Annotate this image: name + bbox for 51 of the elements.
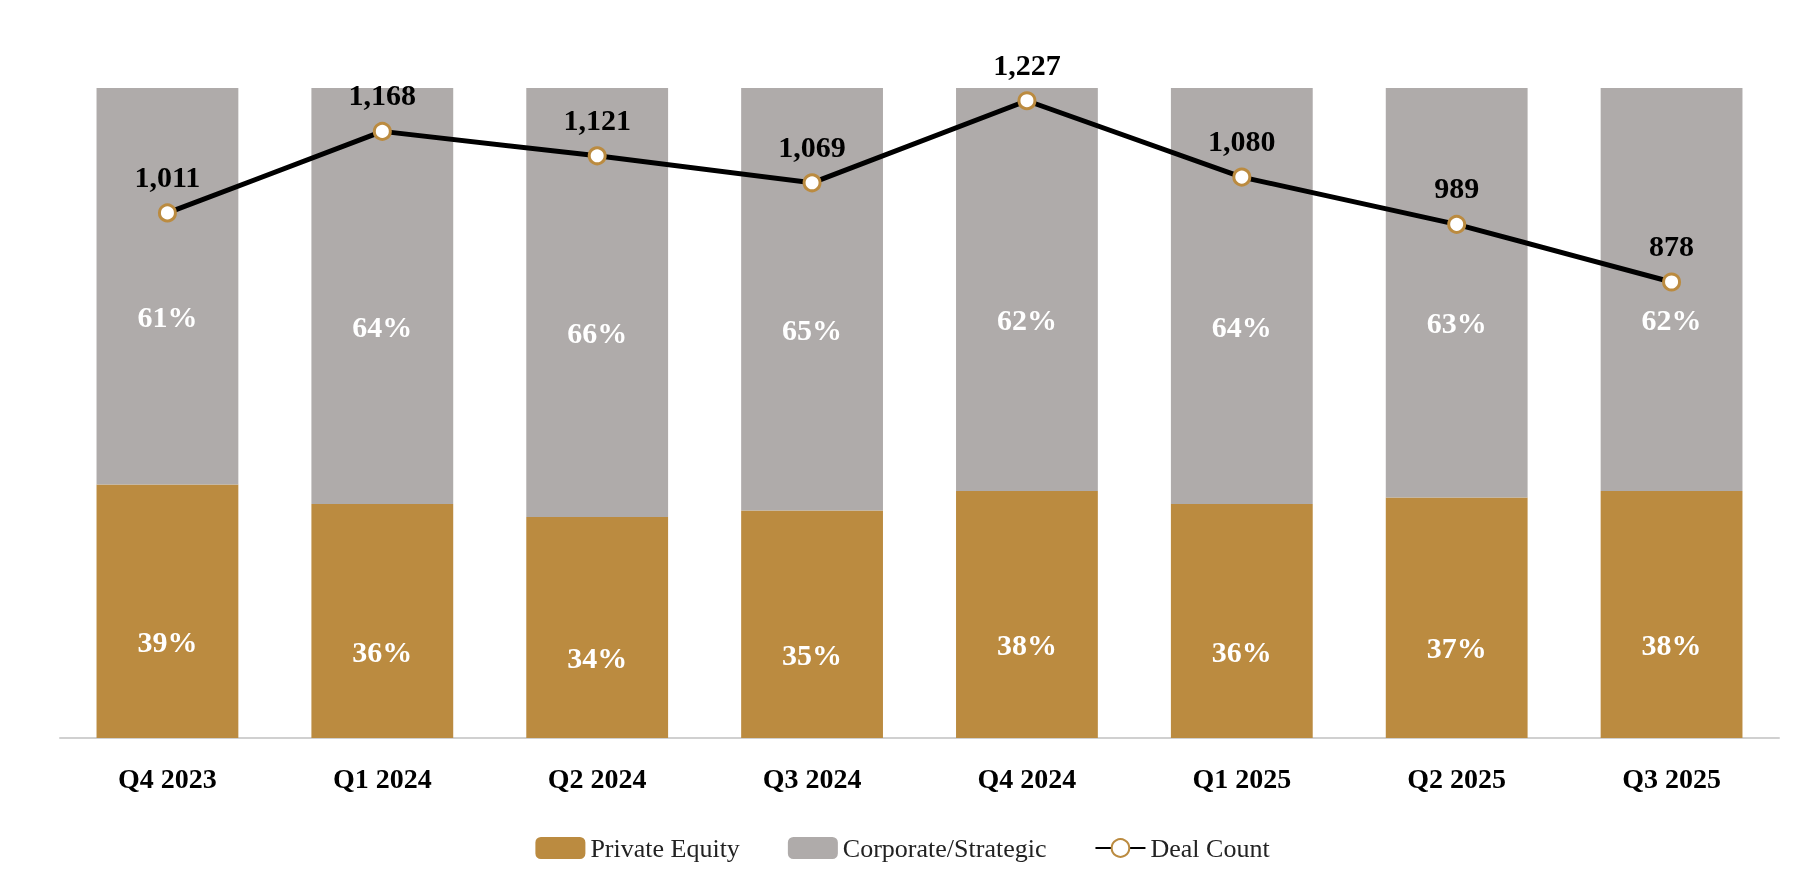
data-label: 66% — [567, 316, 628, 349]
bar — [1385, 497, 1528, 738]
bar — [1600, 491, 1743, 738]
data-label: 62% — [996, 303, 1057, 336]
legend-label: Deal Count — [1150, 833, 1271, 863]
bar — [96, 88, 239, 485]
x-tick-label: Q1 2024 — [332, 762, 432, 794]
data-label: 37% — [1426, 631, 1487, 665]
data-label: 61% — [137, 299, 198, 333]
bar — [526, 88, 669, 517]
bar — [1385, 88, 1528, 498]
data-label: 38% — [1641, 628, 1702, 661]
data-label: 35% — [782, 637, 843, 671]
legend-label: Private Equity — [590, 833, 740, 863]
data-label: 1,121 — [563, 102, 631, 136]
data-label: 65% — [782, 312, 843, 346]
bar — [526, 517, 669, 738]
x-tick-label: Q1 2025 — [1192, 762, 1292, 794]
bar — [956, 491, 1098, 738]
x-tick-label: Q3 2025 — [1622, 762, 1721, 794]
legend-label: Corporate/Strategic — [842, 833, 1047, 863]
data-label: 878 — [1649, 229, 1695, 262]
data-label: 1,168 — [348, 78, 417, 112]
bar — [1170, 504, 1313, 738]
bar — [1170, 88, 1313, 504]
data-label: 39% — [137, 624, 198, 658]
bar — [741, 510, 883, 738]
data-label: 38% — [996, 628, 1057, 661]
x-tick-label: Q2 2024 — [547, 762, 647, 794]
data-label: 62% — [1641, 303, 1702, 336]
bar — [1600, 88, 1743, 491]
data-label: 1,227 — [993, 47, 1061, 81]
bar — [311, 88, 454, 504]
data-label: 34% — [567, 641, 628, 674]
data-label: 36% — [1211, 634, 1272, 668]
data-label: 36% — [352, 634, 413, 668]
data-label: 1,069 — [778, 129, 846, 163]
data-label: 64% — [352, 309, 413, 343]
x-tick-label: Q3 2024 — [762, 762, 862, 794]
x-tick-label: Q4 2024 — [977, 762, 1077, 794]
x-tick-label: Q4 2023 — [118, 762, 217, 794]
bar — [311, 504, 454, 738]
data-label: 63% — [1426, 306, 1487, 340]
bar — [96, 484, 239, 738]
data-label: 64% — [1211, 309, 1272, 343]
data-label: 1,080 — [1208, 124, 1276, 158]
bar — [956, 88, 1098, 491]
bar — [741, 88, 883, 511]
data-label: 1,011 — [134, 159, 201, 193]
data-label: 989 — [1434, 171, 1480, 205]
x-tick-label: Q2 2025 — [1407, 762, 1507, 794]
